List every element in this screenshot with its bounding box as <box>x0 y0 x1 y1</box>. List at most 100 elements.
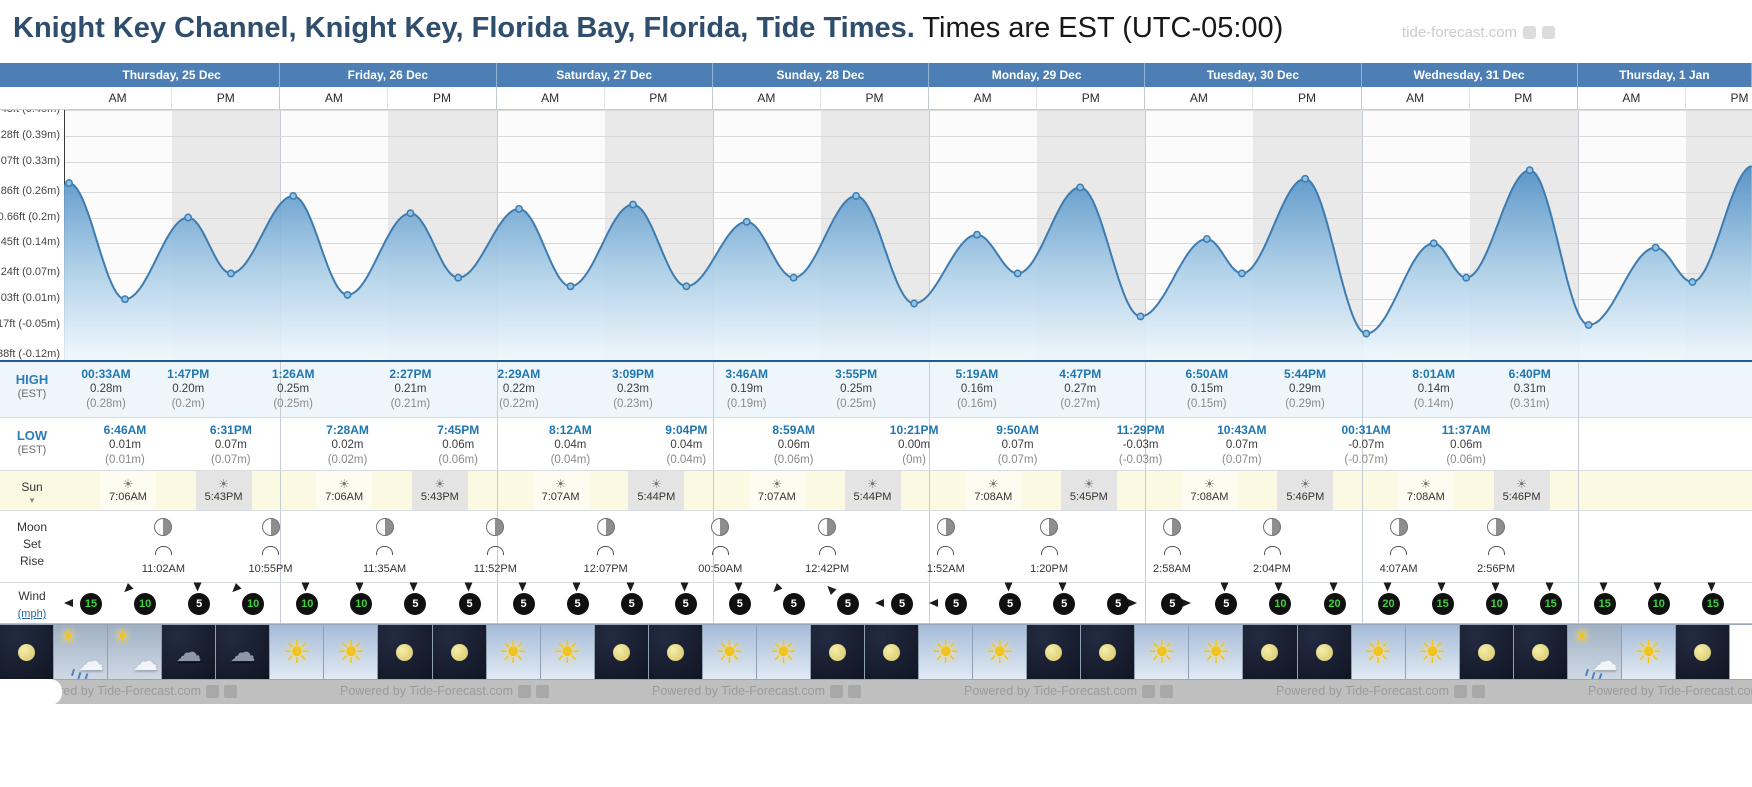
tide-time: 00:31AM <box>1341 423 1391 437</box>
day-separator <box>712 511 714 582</box>
footer-link[interactable]: Powered by Tide-Forecast.com <box>1276 684 1449 698</box>
sun-icon: ☀ <box>769 634 798 670</box>
sun-row-label[interactable]: Sun ▾ <box>0 479 64 505</box>
low-label: LOW <box>16 428 48 443</box>
tide-height: 0.06m <box>1450 439 1483 451</box>
tide-height-alt: (0.19m) <box>726 398 767 410</box>
wind-direction-arrow <box>1220 582 1229 592</box>
footer-powered-by: Powered by Tide-Forecast.com <box>1588 684 1752 698</box>
tide-height: 0.22m <box>502 383 535 395</box>
y-axis-label: -0.17ft (-0.05m) <box>0 318 60 330</box>
day-separator <box>1145 418 1147 470</box>
tide-time: 2:29AM <box>497 367 541 381</box>
half-day-label: PM <box>1253 87 1362 109</box>
tide-height-alt: (0.15m) <box>1187 398 1227 410</box>
wind-speed: 5 <box>674 593 697 615</box>
wind-speed: 5 <box>1215 593 1238 615</box>
moon-set-time: 12:42PM <box>805 563 850 575</box>
tide-height-alt: (0.28m) <box>86 398 126 410</box>
tide-height-alt: (0.2m) <box>171 398 205 410</box>
footer-badge-icon <box>224 684 237 698</box>
moon-icon <box>1045 643 1063 661</box>
day-header-cell: Friday, 26 Dec <box>280 63 497 87</box>
tide-height-alt: (-0.07m) <box>1344 454 1388 466</box>
tide-height: 0.25m <box>277 383 310 395</box>
y-axis-label: 0.03ft (0.01m) <box>0 292 60 305</box>
moon-icon <box>1693 643 1711 661</box>
tide-point <box>1301 174 1310 183</box>
moon-phase-icon <box>1487 518 1506 536</box>
tide-height: 0.28m <box>90 383 122 395</box>
tide-time: 7:28AM <box>326 423 369 437</box>
footer-link[interactable]: Powered by Tide-Forecast.com <box>28 684 201 698</box>
watermark-link[interactable]: tide-forecast.com <box>1402 24 1518 41</box>
tide-point <box>789 273 798 282</box>
expand-caret-icon[interactable]: ▾ <box>29 495 35 505</box>
tide-time: 4:47PM <box>1059 367 1102 381</box>
day-separator <box>1577 362 1579 417</box>
wind-speed: 20 <box>1323 593 1346 615</box>
weather-icon-night-moon <box>1081 625 1136 679</box>
moon-event: 11:35AM <box>353 518 417 575</box>
footer-link[interactable]: Powered by Tide-Forecast.com <box>1588 684 1752 698</box>
day-header-cell: Sunday, 28 Dec <box>713 63 929 87</box>
wind-speed: 5 <box>1107 593 1130 615</box>
tide-height: 0.21m <box>394 383 427 395</box>
footer-link[interactable]: Powered by Tide-Forecast.com <box>340 684 513 698</box>
moon-rise-time: 11:52PM <box>473 563 517 575</box>
sunset-time: 5:44PM <box>853 491 892 503</box>
tide-time: 6:40PM <box>1508 367 1551 381</box>
day-header-row: Thursday, 25 Dec Friday, 26 Dec Saturday, … <box>0 63 1752 87</box>
sunset-cell: ☀ 5:44PM <box>628 471 685 510</box>
wind-direction-arrow <box>770 582 783 596</box>
tide-time: 9:04PM <box>665 423 708 437</box>
moon-row: 11:02AM 10:55PM 11:35AM 11:52PM 12:07PM 00:50… <box>0 511 1752 583</box>
chart-gridline <box>64 110 1752 111</box>
tide-time: 6:50AM <box>1185 367 1229 381</box>
sunrise-cell: ☀ 7:08AM <box>1181 471 1238 510</box>
weather-icon-night-moon <box>865 625 920 679</box>
moon-phase-icon <box>818 518 837 536</box>
weather-icon-night-moon <box>1243 625 1298 679</box>
sun-icon: ☀ <box>1201 634 1231 670</box>
wind-direction-arrow <box>1383 582 1391 592</box>
day-separator <box>929 110 930 360</box>
half-day-label: AM <box>497 87 605 109</box>
low-tide-entry: 10:21PM 0.00m (0m) <box>872 423 956 468</box>
moon-phase-icon <box>596 518 615 536</box>
half-day-label: AM <box>280 87 389 109</box>
half-day-label: PM <box>1686 87 1752 109</box>
wind-direction-arrow <box>875 599 884 607</box>
footer-badge-icon <box>848 684 861 698</box>
moon-rise-time: 1:52AM <box>926 563 965 575</box>
moonrise-icon <box>1390 546 1408 555</box>
footer-link[interactable]: Powered by Tide-Forecast.com <box>964 684 1137 698</box>
tide-time: 1:26AM <box>271 367 315 381</box>
tide-area <box>64 166 1752 360</box>
footer-link[interactable]: Powered by Tide-Forecast.com <box>652 684 825 698</box>
moon-set-time: 12:07PM <box>583 563 628 575</box>
chart-gridline <box>64 273 1752 275</box>
sun-icon: ☀ <box>59 626 77 648</box>
rain-icon <box>71 668 76 677</box>
wind-direction-arrow <box>1058 582 1067 592</box>
tide-time: 9:50AM <box>996 423 1039 437</box>
sun-icon: ☀ <box>1634 634 1663 670</box>
moonset-icon <box>376 546 394 555</box>
tide-height-alt: (0.31m) <box>1509 398 1550 410</box>
tide-height: 0.20m <box>172 383 205 395</box>
tide-point <box>1429 239 1438 248</box>
wind-speed: 10 <box>1647 593 1670 615</box>
tide-height-alt: (0m) <box>902 454 926 466</box>
tide-point <box>1013 269 1022 278</box>
moon-event: 11:52PM <box>463 518 527 575</box>
tide-height: 0.04m <box>670 439 703 451</box>
weather-icon-night-moon <box>1513 625 1568 679</box>
high-tide-entry: 3:09PM 0.23m (0.23m) <box>591 367 675 412</box>
day-separator <box>280 362 282 417</box>
wind-unit-link[interactable]: (mph) <box>17 608 47 620</box>
tide-height: 0.29m <box>1289 383 1322 395</box>
y-axis-label: 0.24ft (0.07m) <box>0 266 60 279</box>
weather-icon-night-cloud: ☁ <box>216 625 271 679</box>
tide-time: 8:59AM <box>772 423 816 437</box>
